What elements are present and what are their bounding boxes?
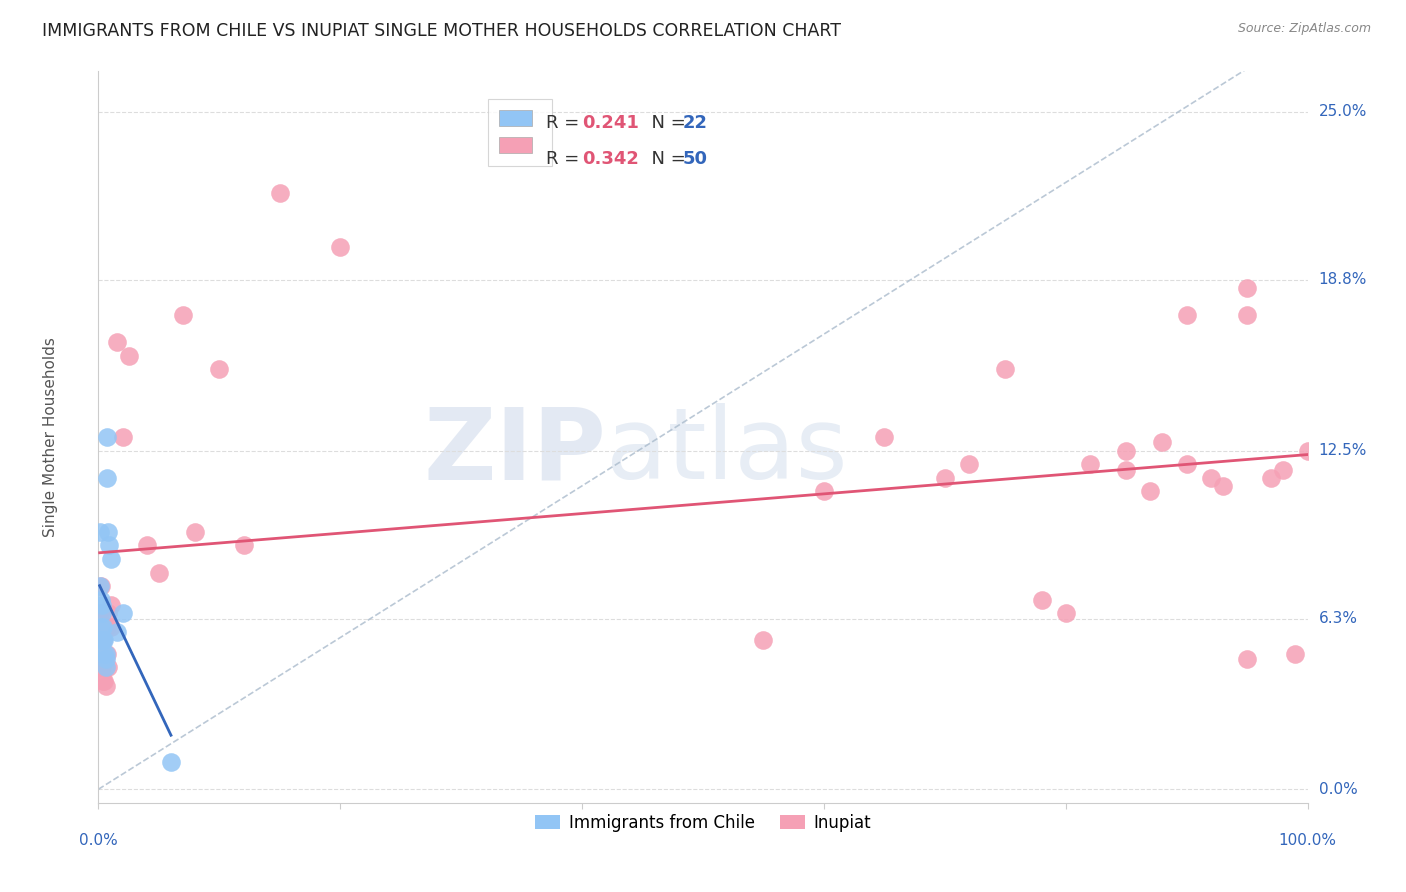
Point [90, 620, 112, 634]
Text: atlas: atlas [606, 403, 848, 500]
Text: 100.0%: 100.0% [1278, 833, 1337, 848]
Text: R =: R = [546, 113, 585, 131]
Point [105, 625, 128, 640]
Text: N =: N = [640, 113, 692, 131]
Text: 22: 22 [682, 113, 707, 131]
Point [94, 660, 117, 674]
Text: 25.0%: 25.0% [1319, 104, 1367, 120]
Point [91, 633, 114, 648]
Point [94, 652, 117, 666]
Point [96, 647, 118, 661]
Point [269, 186, 291, 201]
Point [1212, 479, 1234, 493]
Point [135, 538, 157, 552]
Text: R =: R = [546, 150, 585, 168]
Text: 6.3%: 6.3% [1319, 611, 1358, 626]
Point [96, 471, 118, 485]
Point [90, 579, 112, 593]
Point [100, 598, 122, 612]
Point [93, 652, 115, 666]
Text: Single Mother Households: Single Mother Households [42, 337, 58, 537]
Point [111, 606, 134, 620]
Point [97, 606, 120, 620]
Point [1296, 443, 1319, 458]
Point [994, 362, 1017, 376]
Point [1260, 471, 1282, 485]
Point [93, 647, 115, 661]
Point [1175, 308, 1198, 322]
Point [160, 755, 183, 769]
Point [91, 620, 114, 634]
Point [90, 592, 112, 607]
Point [91, 598, 114, 612]
Point [91, 673, 114, 688]
Point [1272, 462, 1295, 476]
Point [100, 552, 122, 566]
Point [93, 673, 115, 688]
Point [208, 362, 231, 376]
Text: IMMIGRANTS FROM CHILE VS INUPIAT SINGLE MOTHER HOUSEHOLDS CORRELATION CHART: IMMIGRANTS FROM CHILE VS INUPIAT SINGLE … [42, 22, 841, 40]
Text: 0.241: 0.241 [582, 113, 638, 131]
Text: 0.0%: 0.0% [79, 833, 118, 848]
Point [97, 660, 120, 674]
Point [1031, 592, 1053, 607]
Text: 50: 50 [682, 150, 707, 168]
Point [957, 457, 980, 471]
Point [96, 430, 118, 444]
Point [752, 633, 775, 648]
Point [172, 308, 194, 322]
Point [93, 633, 115, 648]
Point [1175, 457, 1198, 471]
Point [91, 660, 114, 674]
Point [94, 647, 117, 661]
Point [184, 524, 207, 539]
Point [89, 524, 111, 539]
Text: 0.342: 0.342 [582, 150, 638, 168]
Point [813, 484, 835, 499]
Point [91, 606, 114, 620]
Point [1199, 471, 1222, 485]
Point [873, 430, 896, 444]
Point [1284, 647, 1306, 661]
Point [91, 633, 114, 648]
Text: ZIP: ZIP [423, 403, 606, 500]
Point [1115, 443, 1137, 458]
Point [1078, 457, 1101, 471]
Point [118, 349, 141, 363]
Point [1152, 435, 1174, 450]
Point [111, 430, 134, 444]
Point [1139, 484, 1161, 499]
Point [1236, 308, 1258, 322]
Point [1054, 606, 1077, 620]
Point [96, 620, 118, 634]
Legend: Immigrants from Chile, Inupiat: Immigrants from Chile, Inupiat [529, 807, 877, 838]
Point [232, 538, 254, 552]
Point [105, 335, 128, 350]
Point [934, 471, 956, 485]
Point [94, 679, 117, 693]
Point [148, 566, 170, 580]
Point [89, 606, 111, 620]
Point [1236, 652, 1258, 666]
Text: 0.0%: 0.0% [1319, 781, 1357, 797]
Text: 18.8%: 18.8% [1319, 272, 1367, 287]
Point [1236, 281, 1258, 295]
Point [97, 524, 120, 539]
Point [98, 538, 121, 552]
Point [91, 633, 114, 648]
Point [91, 620, 114, 634]
Text: N =: N = [640, 150, 692, 168]
Point [329, 240, 352, 254]
Point [1115, 462, 1137, 476]
Text: Source: ZipAtlas.com: Source: ZipAtlas.com [1237, 22, 1371, 36]
Point [100, 620, 122, 634]
Point [89, 579, 111, 593]
Text: 12.5%: 12.5% [1319, 443, 1367, 458]
